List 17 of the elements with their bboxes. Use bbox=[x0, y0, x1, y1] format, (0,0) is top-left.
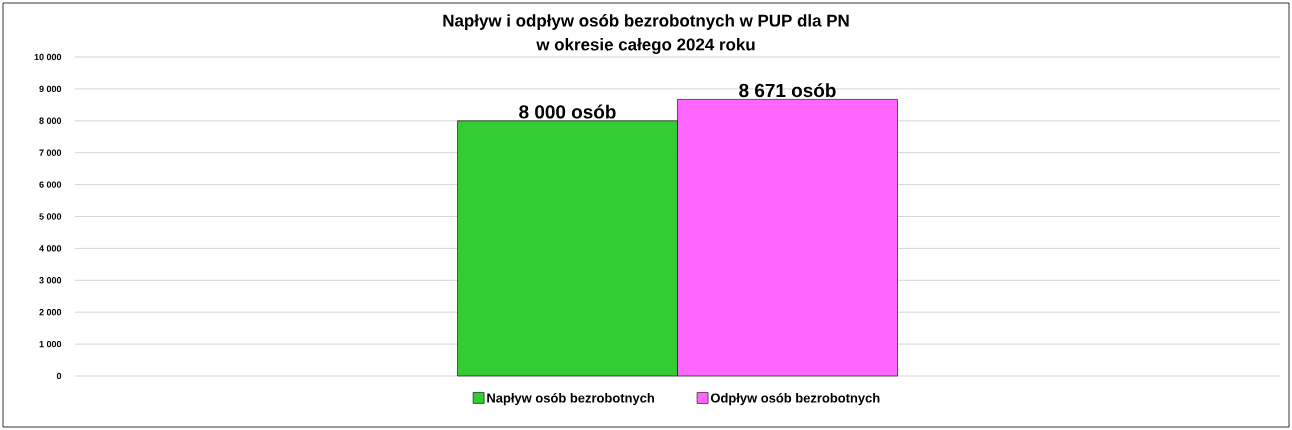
y-tick-label: 6 000 bbox=[39, 181, 62, 188]
y-tick-label: 0 bbox=[56, 372, 62, 380]
y-tick-label: 9 000 bbox=[39, 85, 62, 93]
chart-title: Napływ i odpływ osób bezrobotnych w PUP dla PN bbox=[443, 14, 849, 30]
y-tick-label: 7 000 bbox=[39, 149, 62, 156]
y-tick-label: 3 000 bbox=[39, 277, 62, 284]
y-tick-label: 4 000 bbox=[39, 245, 62, 252]
y-tick-label: 5 000 bbox=[39, 213, 62, 220]
legend-label: Napływ osób bezrobotnych bbox=[487, 392, 654, 406]
y-tick-label: 2 000 bbox=[39, 309, 62, 316]
y-tick-label: 1 000 bbox=[39, 340, 62, 348]
y-tick-label: 8 000 bbox=[39, 117, 62, 124]
data-label: 8 000 osób bbox=[519, 104, 616, 119]
legend-label: Odpływ osób bezrobotnych bbox=[710, 392, 880, 406]
y-tick-label: 10 000 bbox=[34, 53, 62, 61]
chart-subtitle: w okresie całego 2024 roku bbox=[536, 38, 755, 54]
data-label: 8 671 osób bbox=[739, 83, 836, 98]
